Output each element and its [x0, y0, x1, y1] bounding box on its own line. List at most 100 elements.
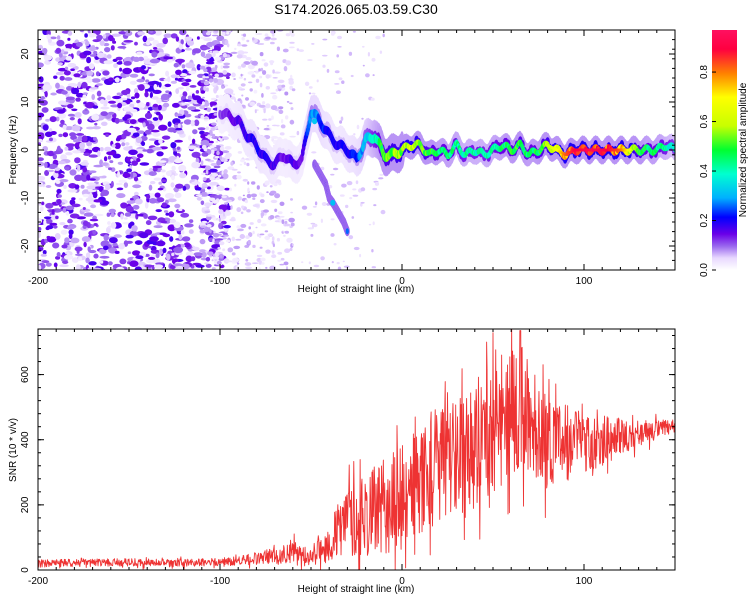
noise-cell	[352, 188, 357, 191]
noise-cell	[122, 67, 132, 75]
noise-cell	[47, 169, 55, 173]
noise-cell	[240, 211, 244, 215]
noise-cell	[38, 157, 44, 162]
noise-cell	[252, 230, 255, 235]
noise-cell	[79, 142, 86, 149]
noise-cell	[88, 178, 96, 181]
noise-cell	[196, 36, 200, 40]
noise-cell	[75, 264, 81, 270]
noise-cell	[52, 242, 60, 249]
x-tick-label: 100	[576, 276, 593, 287]
noise-cell	[230, 51, 238, 55]
noise-cell	[223, 169, 228, 174]
noise-cell	[261, 59, 266, 62]
colorbar-tick-label: 0.8	[699, 65, 710, 79]
noise-cell	[158, 181, 163, 185]
noise-cell	[371, 249, 374, 253]
noise-cell	[265, 266, 268, 269]
noise-cell	[382, 33, 385, 38]
spectrogram-x-label: Height of straight line (km)	[298, 284, 415, 295]
noise-cell	[217, 60, 224, 63]
noise-cell	[209, 101, 218, 106]
noise-cell	[306, 212, 313, 216]
noise-cell	[251, 60, 258, 66]
noise-cell	[252, 37, 255, 41]
noise-cell	[106, 95, 112, 101]
noise-cell	[200, 90, 206, 94]
noise-cell	[157, 187, 164, 191]
noise-cell	[271, 135, 279, 139]
noise-cell	[265, 36, 271, 40]
noise-cell	[241, 94, 244, 97]
noise-cell	[249, 101, 256, 106]
noise-cell	[239, 163, 243, 166]
noise-cell	[83, 241, 87, 248]
noise-cell	[62, 124, 67, 130]
noise-cell	[271, 254, 277, 259]
noise-cell	[209, 73, 213, 76]
noise-cell	[213, 52, 216, 57]
noise-cell	[185, 85, 190, 92]
noise-cell	[203, 68, 208, 73]
noise-cell	[200, 160, 204, 166]
noise-cell	[54, 233, 61, 240]
ridge-peak-cell	[627, 148, 632, 152]
noise-cell	[281, 84, 286, 88]
noise-cell	[243, 77, 247, 81]
noise-cell	[371, 266, 376, 269]
noise-cell	[270, 41, 275, 45]
noise-cell	[273, 71, 281, 74]
noise-cell	[240, 73, 243, 77]
noise-cell	[209, 129, 213, 137]
noise-cell	[65, 210, 70, 216]
noise-cell	[55, 215, 59, 220]
noise-cell	[205, 53, 212, 59]
noise-cell	[296, 130, 300, 136]
noise-cell	[199, 145, 203, 149]
noise-cell	[248, 81, 253, 84]
noise-cell	[188, 70, 197, 75]
noise-cell	[52, 208, 62, 213]
noise-cell	[61, 90, 68, 95]
noise-cell	[137, 84, 145, 91]
noise-cell	[277, 211, 283, 215]
y-tick-label: 200	[20, 496, 31, 513]
noise-cell	[161, 179, 167, 183]
noise-cell	[209, 229, 212, 234]
noise-cell	[272, 124, 278, 127]
noise-cell	[43, 54, 53, 61]
noise-cell	[274, 193, 281, 199]
noise-cell	[182, 91, 188, 97]
noise-cell	[38, 175, 46, 181]
noise-cell	[139, 107, 144, 111]
noise-cell	[247, 239, 251, 245]
noise-cell	[44, 161, 48, 169]
noise-cell	[343, 265, 350, 268]
noise-cell	[235, 238, 242, 241]
noise-cell	[120, 202, 128, 209]
noise-cell	[53, 75, 58, 79]
noise-cell	[321, 202, 327, 206]
noise-cell	[214, 251, 219, 257]
noise-cell	[269, 185, 273, 188]
noise-cell	[259, 82, 263, 88]
noise-cell	[108, 35, 114, 42]
noise-cell	[115, 137, 121, 142]
noise-cell	[41, 201, 45, 206]
noise-cell	[370, 97, 375, 101]
noise-cell	[109, 237, 118, 244]
noise-cell	[375, 35, 381, 40]
noise-cell	[263, 209, 269, 213]
noise-cell	[85, 197, 95, 202]
noise-cell	[245, 56, 252, 61]
noise-cell	[112, 95, 122, 100]
noise-cell	[76, 42, 83, 47]
noise-cell	[222, 248, 226, 252]
noise-cell	[361, 117, 364, 120]
noise-cell	[286, 100, 290, 103]
noise-cell	[120, 213, 124, 220]
noise-cell	[147, 245, 152, 249]
noise-cell	[371, 57, 376, 62]
noise-cell	[82, 207, 86, 210]
noise-cell	[237, 65, 242, 70]
